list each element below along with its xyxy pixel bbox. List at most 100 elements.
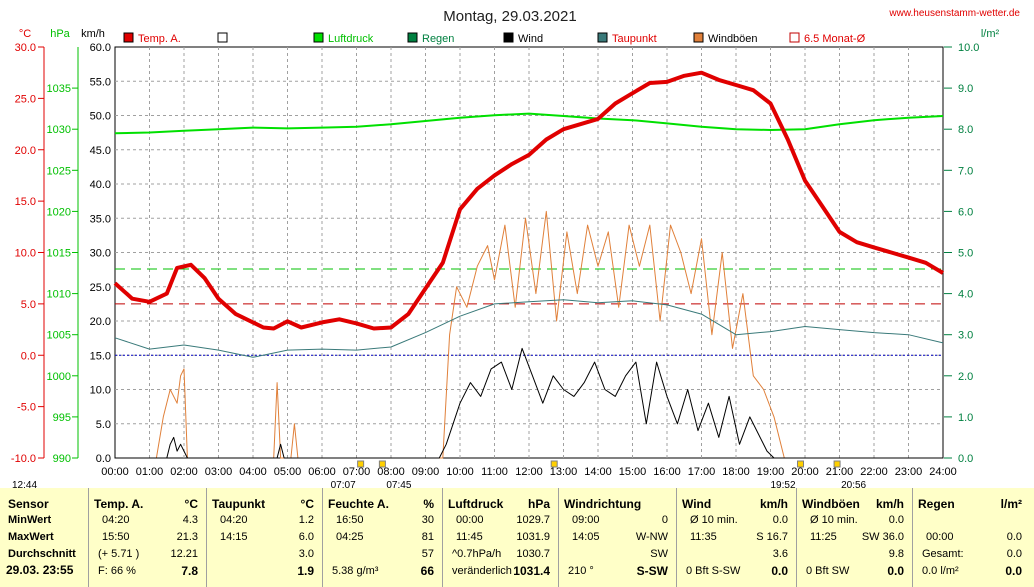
stats-current-value: 0.0 <box>887 564 904 578</box>
stats-separator <box>206 488 207 587</box>
rain-tick-label: 9.0 <box>958 83 973 95</box>
wind-tick-label: 20.0 <box>90 316 111 328</box>
stats-extra: F: 66 % <box>98 565 136 577</box>
stats-value: 1030.7 <box>516 548 550 560</box>
wind-tick-label: 25.0 <box>90 282 111 294</box>
legend-swatch <box>693 32 704 43</box>
rain-tick-label: 7.0 <box>958 165 973 177</box>
pressure-tick-label: 1005 <box>47 330 71 342</box>
x-tick-label: 23:00 <box>895 466 923 478</box>
legend-label: 6.5 Monat-Ø <box>804 33 866 45</box>
stats-value: S 16.7 <box>756 531 788 543</box>
stats-value: 0.0 <box>1006 548 1022 560</box>
column-unit: °C <box>184 497 198 511</box>
x-tick-label: 04:00 <box>239 466 267 478</box>
stats-time: 04:25 <box>336 531 364 543</box>
axis-unit-label: l/m² <box>981 28 1000 40</box>
wind-tick-label: 45.0 <box>90 145 111 157</box>
column-unit: km/h <box>759 497 788 511</box>
x-tick-label: 15:00 <box>619 466 647 478</box>
temp-tick-label: 25.0 <box>15 93 36 105</box>
stats-footer <box>0 575 1034 587</box>
pressure-tick-label: 990 <box>53 453 71 465</box>
stats-value: 30 <box>421 514 434 526</box>
stats-current-value: 0.0 <box>1005 564 1022 578</box>
legend-label: Wind <box>518 33 543 45</box>
stats-extra: 0 Bft SW <box>806 565 850 577</box>
marker-label: 19:52 <box>771 480 796 488</box>
stats-extra: (+ 5.71 ) <box>98 548 140 560</box>
stats-value: SW 36.0 <box>861 531 904 543</box>
wind-tick-label: 15.0 <box>90 350 111 362</box>
stats-value: 1.2 <box>298 514 314 526</box>
stats-separator <box>676 488 677 587</box>
legend-label: Luftdruck <box>328 33 374 45</box>
stats-extra: 210 ° <box>568 565 594 577</box>
wind-tick-label: 5.0 <box>96 419 111 431</box>
x-tick-label: 07:00 <box>343 466 371 478</box>
x-tick-label: 12:00 <box>515 466 543 478</box>
legend-label: Temp. A. <box>138 33 181 45</box>
series <box>113 70 945 459</box>
x-tick-label: 06:00 <box>308 466 336 478</box>
legend-swatch <box>503 32 514 43</box>
x-tick-label: 17:00 <box>688 466 716 478</box>
column-header: Temp. A. <box>94 497 144 511</box>
stats-separator <box>558 488 559 587</box>
stats-separator <box>796 488 797 587</box>
legend-label: Regen <box>422 33 454 45</box>
site-link[interactable]: www.heusenstamm-wetter.de <box>888 8 1020 19</box>
column-unit: km/h <box>875 497 904 511</box>
stats-value: 0.0 <box>1006 531 1022 543</box>
marker-label: 12:44 <box>12 480 37 488</box>
rain-tick-label: 1.0 <box>958 412 973 424</box>
row-label: 29.03. 23:55 <box>6 563 74 577</box>
grid <box>114 46 944 459</box>
stats-current-value: S-SW <box>636 564 668 578</box>
stats-separator <box>912 488 913 587</box>
rain-tick-label: 2.0 <box>958 371 973 383</box>
rain-tick-label: 3.0 <box>958 330 973 342</box>
stats-time: 11:25 <box>810 531 837 543</box>
stats-extra: 0.0 l/m² <box>922 565 959 577</box>
stats-value: 12.21 <box>170 548 198 560</box>
column-header: Taupunkt <box>212 497 266 511</box>
pressure-series <box>114 112 944 135</box>
x-tick-label: 03:00 <box>205 466 233 478</box>
stats-value: 6.0 <box>298 531 314 543</box>
stats-value: 0 <box>661 514 668 526</box>
x-tick-label: 24:00 <box>929 466 957 478</box>
pressure-tick-label: 1010 <box>47 289 71 301</box>
wind-tick-label: 30.0 <box>90 248 111 260</box>
x-tick-label: 10:00 <box>446 466 474 478</box>
stats-time: 00:00 <box>456 514 484 526</box>
marker-label: 20:56 <box>841 480 866 488</box>
stats-value: 9.8 <box>888 548 904 560</box>
pressure-tick-label: 1030 <box>47 124 71 136</box>
legend-swatch <box>313 32 324 43</box>
temp-tick-label: 0.0 <box>21 350 36 362</box>
stats-time: 14:05 <box>572 531 600 543</box>
temp-tick-label: -10.0 <box>11 453 36 465</box>
legend-swatch <box>123 32 134 43</box>
legend: Temp. A. Luftdruck Regen Wind Taupunkt Windbö… <box>123 32 866 45</box>
stats-time: Ø 10 min. <box>690 514 738 526</box>
x-tick-label: 13:00 <box>550 466 578 478</box>
pressure-tick-label: 1025 <box>47 165 71 177</box>
column-unit: °C <box>300 497 314 511</box>
wind-tick-label: 50.0 <box>90 111 111 123</box>
wind-tick-label: 10.0 <box>90 385 111 397</box>
temp-tick-label: 20.0 <box>15 145 36 157</box>
wind-tick-label: 0.0 <box>96 453 111 465</box>
stats-value: 57 <box>421 548 434 560</box>
stats-time: 09:00 <box>572 514 600 526</box>
marker-label: 07:45 <box>386 480 411 488</box>
x-tick-label: 22:00 <box>860 466 888 478</box>
stats-header: Sensor <box>8 497 49 511</box>
stats-value: 81 <box>421 531 434 543</box>
column-unit: l/m² <box>1000 497 1022 511</box>
stats-time: 16:50 <box>336 514 364 526</box>
stats-current-value: 0.0 <box>771 564 788 578</box>
row-label: MinWert <box>8 514 52 526</box>
axis-units: °C hPa km/h l/m² <box>19 28 1000 40</box>
